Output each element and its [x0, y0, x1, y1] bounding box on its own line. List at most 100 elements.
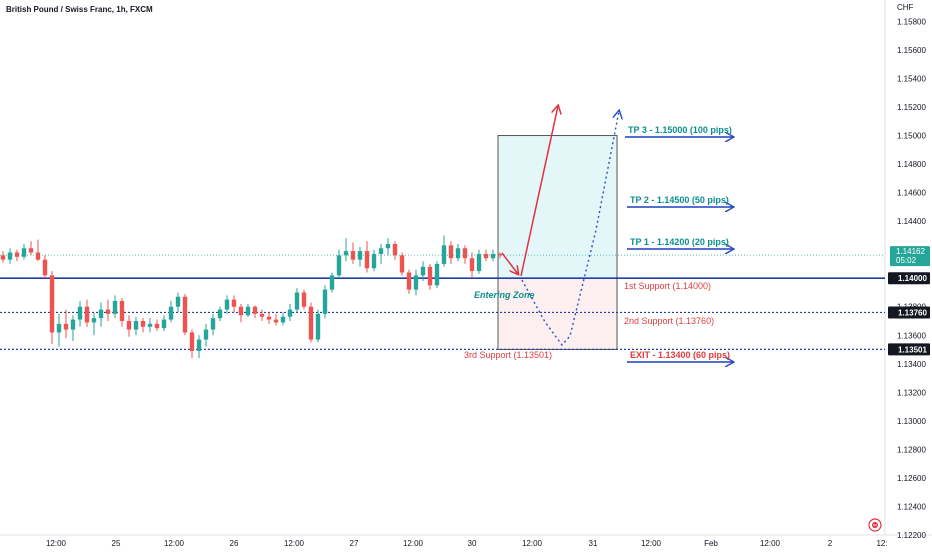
candle-body: [287, 309, 293, 317]
price-tick-label: 1.13600: [897, 331, 926, 340]
candle-body: [420, 266, 426, 276]
candle-body: [378, 248, 384, 254]
current-price-value: 1.14162: [896, 247, 925, 256]
time-tick-label: 2: [828, 539, 833, 548]
price-tick-label: 1.14600: [897, 189, 926, 198]
level-tag-bg: [888, 306, 930, 319]
level-tag-bg: [888, 343, 930, 356]
candle-body: [42, 259, 48, 276]
price-tick-label: 1.13400: [897, 360, 926, 369]
candle-body: [385, 243, 391, 249]
candle-body: [245, 306, 251, 316]
candle-body: [329, 275, 335, 290]
candle-body: [126, 321, 132, 330]
candle-body: [119, 301, 125, 321]
candle-body: [21, 248, 27, 257]
candle-body: [84, 306, 90, 323]
time-tick-label: 26: [230, 539, 239, 548]
candle-body: [112, 301, 118, 314]
candle-body: [455, 248, 461, 259]
tp1-label: TP 1 - 1.14200 (20 pips): [630, 237, 729, 247]
time-tick-label: 12:00: [522, 539, 543, 548]
time-tick-label: 12:00: [164, 539, 185, 548]
price-tick-label: 1.14800: [897, 160, 926, 169]
price-tick-label: 1.12600: [897, 474, 926, 483]
candle-body: [231, 299, 237, 307]
candle-body: [413, 275, 419, 290]
time-tick-label: 12:00: [641, 539, 662, 548]
level-tag-label: 1.13501: [898, 345, 927, 354]
candle-body: [203, 329, 209, 340]
candle-body: [140, 321, 146, 327]
candle-body: [448, 245, 454, 259]
time-tick-label: 30: [468, 539, 477, 548]
candle-body: [266, 316, 272, 320]
candle-body: [0, 255, 6, 260]
candle-body: [217, 309, 223, 319]
time-tick-label: 25: [112, 539, 121, 548]
time-tick-label: 12:00: [284, 539, 305, 548]
candle-body: [371, 253, 377, 269]
candle-body: [336, 255, 342, 276]
price-tick-label: 1.12800: [897, 445, 926, 454]
candle-body: [210, 318, 216, 330]
support1-label: 1st Support (1.14000): [624, 281, 711, 291]
candle-body: [238, 306, 244, 316]
candle-body: [161, 319, 167, 329]
candle-body: [28, 248, 34, 253]
candle-body: [98, 309, 104, 319]
time-tick-label: 12:00: [46, 539, 67, 548]
loss-zone[interactable]: [497, 277, 618, 350]
time-tick-label: 31: [589, 539, 598, 548]
candle-body: [301, 292, 307, 307]
candle-body: [105, 309, 111, 314]
candle-body: [154, 323, 160, 329]
candle-body: [462, 248, 468, 259]
candle-body: [147, 323, 153, 327]
time-tick-label: 27: [350, 539, 359, 548]
support-levels: [0, 277, 885, 350]
candle-body: [252, 306, 258, 314]
currency-label: CHF: [897, 3, 914, 12]
profit-zone[interactable]: [497, 135, 618, 279]
price-tick-label: 1.13000: [897, 417, 926, 426]
candle-body: [189, 332, 195, 351]
candle-body: [399, 255, 405, 273]
candle-body: [315, 313, 321, 340]
support3-label: 3rd Support (1.13501): [464, 350, 552, 360]
candle-body: [70, 319, 76, 330]
price-tick-label: 1.12200: [897, 531, 926, 540]
price-tick-label: 1.15200: [897, 103, 926, 112]
candle-body: [343, 251, 349, 256]
time-axis[interactable]: 12:00 25 12:00 26 12:00 27 12:00 30 12:00 31 12:00…: [46, 539, 888, 548]
candle-body: [308, 306, 314, 340]
candle-body: [63, 323, 69, 330]
support2-label: 2nd Support (1.13760): [624, 316, 714, 326]
time-tick-label: Feb: [704, 539, 718, 548]
candle-body: [364, 251, 370, 269]
candle-body: [35, 252, 41, 260]
price-tick-label: 1.15400: [897, 74, 926, 83]
candle-body: [497, 253, 503, 256]
price-tick-label: 1.15800: [897, 17, 926, 26]
candle-body: [91, 318, 97, 323]
tradingview-logo-icon[interactable]: [868, 518, 882, 532]
current-price-tag: 1.14162 05:02: [890, 246, 930, 267]
candle-body: [280, 316, 286, 323]
level-tag-label: 1.14000: [898, 274, 927, 283]
candle-body: [273, 319, 279, 323]
candle-body: [490, 253, 496, 259]
candle-body: [469, 258, 475, 272]
price-tick-label: 1.15000: [897, 132, 926, 141]
price-tick-label: 1.13200: [897, 388, 926, 397]
candle-body: [133, 321, 139, 330]
candle-body: [483, 253, 489, 259]
candle-body: [196, 339, 202, 351]
time-tick-label: 12:: [876, 539, 887, 548]
candle-body: [322, 289, 328, 314]
tp2-label: TP 2 - 1.14500 (50 pips): [630, 195, 729, 205]
candle-body: [56, 323, 62, 333]
candle-body: [476, 253, 482, 272]
candle-body: [168, 306, 174, 320]
